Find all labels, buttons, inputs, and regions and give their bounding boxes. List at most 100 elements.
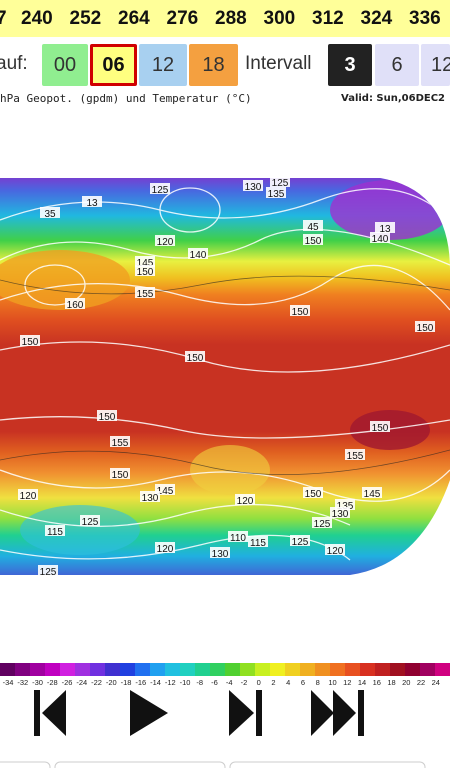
contour-label: 135 bbox=[266, 187, 286, 200]
contour-label-text: 125 bbox=[272, 178, 289, 189]
hour-label: 264 bbox=[118, 8, 150, 29]
interval-button[interactable]: 3 bbox=[328, 44, 372, 86]
contour-label-box bbox=[110, 436, 130, 447]
legend-tick-label: -4 bbox=[226, 678, 233, 687]
contour-label-box bbox=[210, 547, 230, 558]
subtitle: hPa Geopot. (gpdm) und Temperatur (°C) bbox=[0, 92, 252, 105]
run-button[interactable]: 18 bbox=[189, 44, 238, 86]
legend-swatch bbox=[150, 663, 166, 676]
contour-label: 125 bbox=[270, 176, 290, 189]
contour-label-text: 120 bbox=[327, 546, 344, 557]
contour-label-box bbox=[155, 484, 175, 495]
contour-label-text: 160 bbox=[67, 300, 84, 311]
skip-back-button[interactable] bbox=[34, 690, 66, 736]
contour-label-text: 145 bbox=[137, 258, 154, 269]
contour-label-box bbox=[135, 256, 155, 267]
run-button[interactable]: 00 bbox=[42, 44, 88, 86]
contour-label: 160 bbox=[65, 298, 85, 311]
contour-label: 145 bbox=[362, 487, 382, 500]
legend-tick-label: -32 bbox=[17, 678, 28, 687]
contour-label-text: 130 bbox=[332, 509, 349, 520]
contour-label-box bbox=[370, 232, 390, 243]
contour-label-box bbox=[325, 544, 345, 555]
contour-label-box bbox=[185, 351, 205, 362]
contour-label-box bbox=[266, 187, 286, 198]
skip-forward-button[interactable] bbox=[229, 690, 262, 736]
contour-label-text: 45 bbox=[307, 222, 319, 233]
contour-label: 130 bbox=[140, 491, 160, 504]
contour-label: 145 bbox=[155, 484, 175, 497]
contour-label-box bbox=[303, 234, 323, 245]
contour-label-text: 125 bbox=[292, 537, 309, 548]
contour-label-box bbox=[80, 515, 100, 526]
contour-label-text: 155 bbox=[112, 438, 129, 449]
contour-label-text: 130 bbox=[212, 549, 229, 560]
contour-label: 130 bbox=[210, 547, 230, 560]
contour-label: 155 bbox=[345, 449, 365, 462]
legend-tick-label: 16 bbox=[373, 678, 381, 687]
legend-tick-label: -30 bbox=[32, 678, 43, 687]
legend-tick-label: 8 bbox=[316, 678, 320, 687]
contour-label-box bbox=[290, 535, 310, 546]
interval-button[interactable]: 12 bbox=[421, 44, 450, 86]
run-button[interactable]: 06 bbox=[90, 44, 137, 86]
legend-tick-label: -12 bbox=[165, 678, 176, 687]
legend-swatch bbox=[90, 663, 106, 676]
legend-tick-label: -20 bbox=[106, 678, 117, 687]
contour-label: 120 bbox=[18, 489, 38, 502]
legend-swatch bbox=[225, 663, 241, 676]
contour-label: 150 bbox=[303, 234, 323, 247]
interval-button[interactable]: 6 bbox=[375, 44, 419, 86]
contour-label: 110 bbox=[228, 531, 248, 544]
contour-label-box bbox=[415, 321, 435, 332]
contour-label-text: 115 bbox=[250, 538, 266, 549]
contour-label-box bbox=[18, 489, 38, 500]
contour-label-box bbox=[82, 196, 102, 207]
contour-label-box bbox=[150, 183, 170, 194]
run-button[interactable]: 12 bbox=[139, 44, 187, 86]
contour-label: 125 bbox=[312, 517, 332, 530]
contour-label: 125 bbox=[38, 565, 58, 578]
legend-tick-label: 18 bbox=[387, 678, 395, 687]
contour-label: 45 bbox=[303, 220, 323, 233]
contour-label-text: 150 bbox=[22, 337, 39, 348]
contour-label-text: 130 bbox=[245, 182, 262, 193]
hour-label: 300 bbox=[263, 8, 296, 29]
contour-label-text: 13 bbox=[86, 198, 98, 209]
contour-label-box bbox=[110, 468, 130, 479]
play-button[interactable] bbox=[130, 690, 168, 736]
contour-label-box bbox=[38, 565, 58, 576]
hour-label: 312 bbox=[312, 8, 344, 29]
contour-label-box bbox=[135, 287, 155, 298]
contour-label-text: 140 bbox=[372, 234, 389, 245]
legend-swatch bbox=[330, 663, 346, 676]
legend-swatch bbox=[45, 663, 61, 676]
contour-label-box bbox=[290, 305, 310, 316]
contour-label-box bbox=[155, 235, 175, 246]
hour-bar: 7 240 252 264 276 288 300 312 324 336 bbox=[0, 0, 450, 37]
legend-swatch bbox=[420, 663, 436, 676]
contour-label-text: 150 bbox=[187, 353, 204, 364]
hour-label: 288 bbox=[215, 8, 247, 29]
legend-swatch bbox=[345, 663, 361, 676]
legend-tick-label: 6 bbox=[301, 678, 305, 687]
contour-label-text: 150 bbox=[292, 307, 309, 318]
contour-label-box bbox=[243, 180, 263, 191]
interval-label: Intervall bbox=[245, 53, 312, 74]
hour-label: 276 bbox=[166, 8, 199, 29]
contour-label: 155 bbox=[135, 287, 155, 300]
contour-label: 145 bbox=[135, 256, 155, 269]
contour-label-text: 150 bbox=[99, 412, 116, 423]
contour-label-text: 145 bbox=[157, 486, 174, 497]
legend-tick-label: -28 bbox=[47, 678, 58, 687]
valid-date: Valid: Sun,06DEC2 bbox=[341, 93, 446, 104]
fast-forward-button[interactable] bbox=[311, 690, 364, 736]
contour-label-box bbox=[303, 220, 323, 231]
legend-tick-label: 10 bbox=[328, 678, 336, 687]
hour-label: 7 bbox=[0, 8, 7, 29]
contour-label-text: 135 bbox=[337, 501, 354, 512]
contour-label: 13 bbox=[82, 196, 102, 209]
contour-label: 150 bbox=[135, 265, 155, 278]
contour-label: 150 bbox=[185, 351, 205, 364]
